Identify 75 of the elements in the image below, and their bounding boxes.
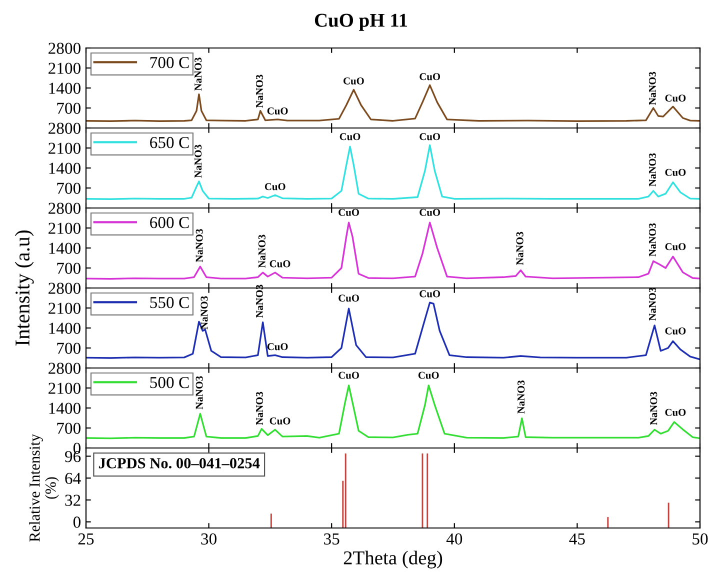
annotation: NaNO3 <box>516 232 524 265</box>
x-tick-label: 45 <box>569 533 585 545</box>
x-tick-label: 50 <box>692 533 708 545</box>
annotation: CuO <box>420 290 440 298</box>
annotation: CuO <box>267 343 288 350</box>
y-tick-label: 0 <box>73 516 81 528</box>
legend-label: 500 C <box>150 376 189 388</box>
legend-label: 550 C <box>150 296 189 308</box>
legend-label: 700 C <box>150 56 189 68</box>
annotation: NaNO3 <box>196 376 203 410</box>
x-tick-label: 35 <box>324 533 340 545</box>
annotation: NaNO3 <box>650 392 658 425</box>
y-tick-label: 2100 <box>48 142 81 154</box>
annotation: CuO <box>420 133 440 140</box>
annotation: CuO <box>420 73 440 80</box>
annotation: CuO <box>340 133 360 140</box>
y-tick-label: 2800 <box>48 42 81 54</box>
annotation: CuO <box>665 327 686 334</box>
y-tick-label: 1400 <box>49 242 81 254</box>
y-tick-label: 2100 <box>48 382 81 394</box>
legend-label: 650 C <box>150 136 189 148</box>
annotation: CuO <box>418 372 439 379</box>
annotation: NaNO3 <box>258 234 266 268</box>
y-tick-label: 700 <box>57 102 81 114</box>
annotation: CuO <box>270 260 290 268</box>
y-tick-label: 2100 <box>48 302 81 314</box>
annotation: NaNO3 <box>200 296 208 330</box>
y-tick-label: 700 <box>57 422 81 434</box>
y-tick-label: 2100 <box>48 62 81 74</box>
annotation: NaNO3 <box>194 144 202 178</box>
y-tick-label: 32 <box>65 494 80 506</box>
annotation: CuO <box>338 294 359 302</box>
y-tick-label: 1400 <box>49 82 81 94</box>
y-tick-label: 1400 <box>49 402 81 414</box>
chart-title: CuO pH 11 <box>314 14 408 31</box>
annotation: JCPDS No. 00–041–0254 <box>98 458 260 468</box>
annotation: NaNO3 <box>256 74 263 108</box>
annotation: CuO <box>338 372 359 379</box>
y-tick-label: 2100 <box>48 222 81 234</box>
annotation: NaNO3 <box>648 288 656 321</box>
annotation: CuO <box>665 168 686 176</box>
y-tick-label: 1400 <box>49 322 81 334</box>
y-tick-label: 2800 <box>48 122 81 134</box>
annotation: NaNO3 <box>648 153 656 186</box>
x-axis-title: 2Theta (deg) <box>344 550 442 568</box>
y-tick-label: 64 <box>65 472 81 484</box>
annotation: NaNO3 <box>194 58 202 91</box>
annotation: CuO <box>270 417 290 424</box>
annotation: NaNO3 <box>648 72 656 105</box>
annotation: CuO <box>344 77 364 84</box>
annotation: CuO <box>665 408 686 416</box>
legend-label: 600 C <box>150 216 189 228</box>
y-tick-label: 2800 <box>48 282 81 294</box>
annotation: NaNO3 <box>518 380 525 414</box>
y-axis-title: Relative Intensity (%) <box>29 434 59 542</box>
y-tick-label: 1400 <box>49 162 81 174</box>
annotation: NaNO3 <box>648 223 656 256</box>
y-tick-label: 700 <box>57 182 81 194</box>
y-tick-label: 700 <box>57 262 81 274</box>
y-tick-label: 2800 <box>48 362 81 374</box>
annotation: NaNO3 <box>256 284 263 318</box>
annotation: CuO <box>264 183 286 190</box>
annotation: CuO <box>420 208 440 216</box>
annotation: CuO <box>267 107 288 114</box>
annotation: CuO <box>665 243 686 250</box>
annotation: CuO <box>338 208 359 216</box>
x-tick-label: 25 <box>78 533 94 545</box>
y-tick-label: 2800 <box>48 202 81 214</box>
y-axis-title: Intensity (a.u) <box>14 230 34 346</box>
x-tick-label: 40 <box>446 533 462 545</box>
annotation: NaNO3 <box>196 229 203 262</box>
annotation: NaNO3 <box>256 392 263 425</box>
y-tick-label: 700 <box>57 342 81 354</box>
annotation: CuO <box>665 94 686 102</box>
x-tick-label: 30 <box>201 533 216 545</box>
